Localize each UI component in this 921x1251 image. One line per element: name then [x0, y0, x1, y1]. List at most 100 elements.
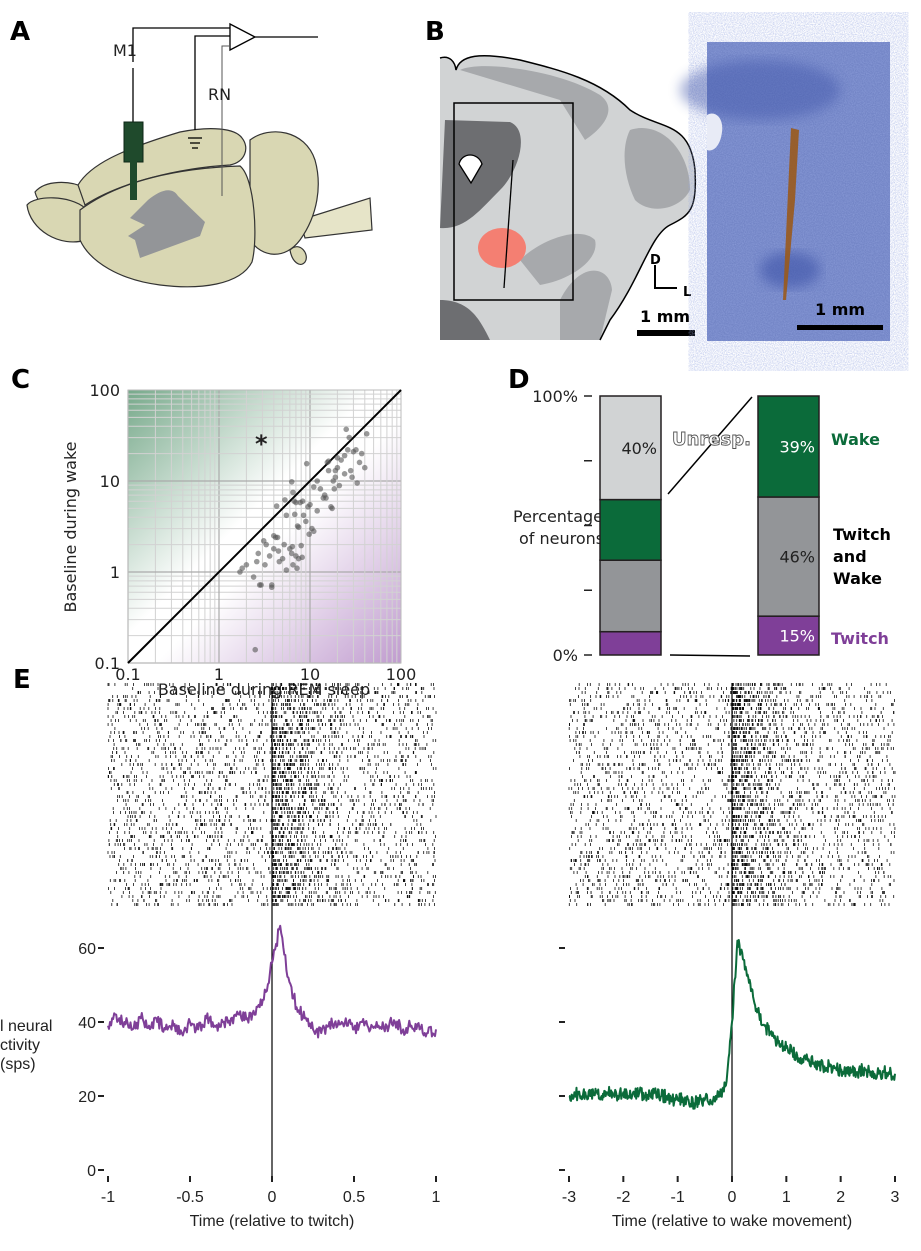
panel-label-b: B — [425, 17, 445, 47]
raster-row — [584, 875, 892, 878]
raster-row — [120, 867, 411, 870]
scatter-point — [344, 447, 351, 453]
raster-row — [112, 807, 431, 810]
scatter-point — [314, 478, 321, 484]
raster-row — [134, 875, 436, 878]
panel-a: A M1 RN — [10, 17, 373, 288]
raster-row — [110, 891, 436, 894]
legend-twitch-and-wake-1: Twitch — [833, 525, 891, 544]
scatter-point — [279, 555, 286, 562]
y-axis-label-line2: ctivity — [0, 1037, 40, 1054]
psth-twitch: -1 -0.5 0 0.5 1 0 20 40 60 — [78, 683, 441, 1206]
raster-row — [570, 887, 883, 890]
raster-row — [569, 899, 884, 902]
y-tick-label: 10 — [100, 472, 120, 491]
legend-twitch: Twitch — [831, 629, 889, 648]
scatter-point — [299, 498, 306, 504]
raster-row — [126, 791, 435, 794]
raster-row — [110, 823, 422, 826]
scatter-point — [332, 474, 339, 481]
raster-row — [117, 835, 436, 838]
bar-data-label: 15% — [779, 627, 815, 646]
raster-row — [583, 707, 884, 710]
y-tick-label: 20 — [78, 1089, 96, 1106]
scatter-point — [310, 484, 317, 490]
raster-row — [113, 743, 428, 746]
x-tick-label: 3 — [891, 1189, 900, 1206]
scatter-point — [252, 646, 259, 653]
scatter-point — [263, 541, 269, 548]
scatter-point — [307, 501, 313, 508]
raster-row — [583, 795, 896, 798]
raster-row — [118, 863, 434, 866]
scatter-point — [288, 478, 295, 485]
scatter-point — [283, 512, 290, 519]
raster-row — [107, 851, 435, 854]
scatter-point — [258, 582, 264, 588]
connector-bottom — [669, 654, 751, 657]
electrode-label-rn: RN — [208, 85, 231, 104]
panel-label-a: A — [10, 17, 30, 47]
raster-row — [569, 735, 891, 738]
scatter-point — [274, 534, 281, 541]
x-tick-label: 0 — [268, 1189, 277, 1206]
raster-row — [108, 843, 434, 846]
raster-row — [569, 767, 893, 770]
panel-label-d: D — [508, 365, 530, 395]
raster-row — [112, 695, 435, 698]
raster-row — [571, 831, 895, 834]
y-axis-label-cont: of neurons — [519, 529, 604, 548]
raster-row — [573, 871, 885, 874]
scatter-point — [303, 518, 309, 525]
raster-row — [577, 839, 889, 842]
raster-row — [569, 847, 880, 850]
raster-row — [571, 835, 895, 838]
scatter-point — [325, 467, 332, 474]
raster-row — [107, 703, 419, 706]
scatter-point — [250, 574, 257, 580]
raster-row — [109, 879, 435, 882]
x-tick-label: 1 — [432, 1189, 441, 1206]
connector-top — [667, 396, 753, 495]
y-axis-label: Percentage — [513, 507, 603, 526]
x-tick-label: 0 — [728, 1189, 737, 1206]
y-tick-label: 60 — [78, 941, 96, 958]
scatter-point — [275, 548, 282, 554]
raster-row — [570, 715, 883, 718]
orientation-lateral: L — [683, 285, 691, 300]
scatter-point — [341, 452, 348, 459]
scatter-point — [288, 550, 295, 557]
raster-row — [569, 895, 895, 898]
raster-row — [574, 747, 894, 750]
scale-bar — [637, 330, 695, 336]
left-bar-segment-twitch — [599, 630, 662, 656]
raster-row — [568, 807, 891, 810]
scatter-point — [243, 561, 250, 568]
y-axis: 0% 100% — [532, 387, 592, 665]
x-tick-label: 0.5 — [343, 1189, 365, 1206]
raster-row — [110, 827, 424, 830]
scatter-point — [363, 431, 370, 437]
raster-row — [115, 711, 437, 714]
raster-row — [568, 787, 895, 790]
amplifier-icon — [132, 22, 318, 196]
y-tick-label: 40 — [78, 1015, 96, 1032]
raster-row — [117, 799, 434, 802]
raster-row — [575, 883, 891, 886]
scatter-point — [314, 508, 321, 514]
scatter-point — [281, 541, 287, 548]
raster-row — [126, 883, 435, 886]
raster-row — [573, 759, 888, 762]
raster-row — [132, 687, 435, 690]
bar-data-label: 39% — [779, 438, 815, 457]
y-axis-label-cont: ctivity — [0, 1037, 40, 1054]
orientation-dorsal: D — [650, 253, 661, 268]
scatter-point — [347, 467, 354, 474]
raster-row — [579, 755, 888, 758]
x-tick-label: -3 — [562, 1189, 576, 1206]
raster-row — [569, 699, 895, 702]
scatter-point — [299, 554, 305, 561]
unresponsive-label: Unresp. — [672, 429, 751, 450]
raster-row — [569, 703, 894, 706]
